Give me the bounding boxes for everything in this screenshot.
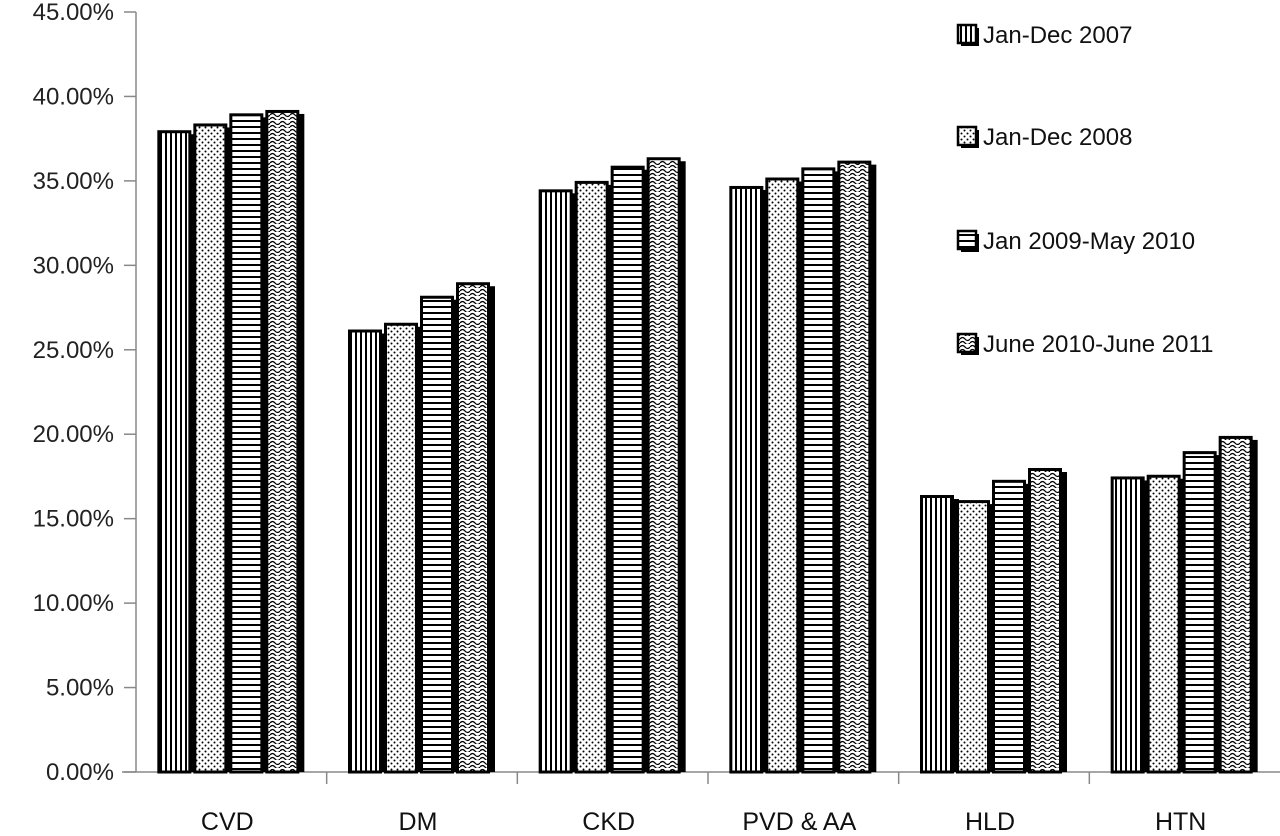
bar — [956, 500, 995, 774]
legend-swatch — [956, 332, 978, 354]
bar — [992, 479, 1031, 774]
bar — [729, 185, 769, 774]
x-category-label: CKD — [582, 808, 635, 836]
bar — [456, 282, 495, 774]
bar-group — [1110, 435, 1258, 774]
bar — [646, 157, 686, 774]
bar — [384, 322, 423, 774]
bar — [920, 495, 959, 774]
y-ticks: 0.00% 5.00% 10.00% 15.00% 20.00% 25.00% 30.00%… — [33, 0, 136, 786]
bar — [193, 123, 233, 774]
legend-swatch — [956, 23, 978, 45]
y-tick-label: 15.00% — [33, 506, 114, 533]
bar — [1110, 476, 1150, 774]
bar — [1146, 474, 1186, 774]
bar — [1218, 435, 1258, 774]
legend-label: Jan 2009-May 2010 — [983, 228, 1195, 255]
bar-group — [920, 468, 1067, 774]
y-tick-label: 40.00% — [33, 83, 114, 110]
legend: Jan-Dec 2007 Jan-Dec 2008 Jan 2009-May 201… — [956, 22, 1213, 358]
bar — [265, 109, 305, 774]
bar-group — [538, 157, 686, 774]
y-tick-label: 35.00% — [33, 168, 114, 195]
legend-label: June 2010-June 2011 — [983, 331, 1213, 358]
y-tick-label: 10.00% — [33, 590, 114, 617]
y-tick-label: 20.00% — [33, 421, 114, 448]
legend-label: Jan-Dec 2008 — [983, 124, 1132, 151]
y-tick-label: 30.00% — [33, 252, 114, 279]
legend-item: Jan 2009-May 2010 — [956, 228, 1195, 255]
y-tick-label: 45.00% — [33, 0, 114, 26]
bars — [157, 109, 1258, 774]
bar-group — [348, 282, 495, 774]
x-category-label: DM — [399, 808, 438, 836]
x-axis: CVD DM CKD PVD & AA HLD HTN — [122, 771, 1280, 836]
bar — [801, 167, 841, 774]
bar — [538, 189, 578, 774]
bar — [837, 160, 877, 774]
y-axis: 0.00% 5.00% 10.00% 15.00% 20.00% 25.00% 30.00%… — [33, 0, 137, 786]
bar — [157, 130, 197, 774]
y-tick-label: 0.00% — [46, 759, 114, 786]
x-category-label: HLD — [965, 808, 1015, 836]
bar — [610, 165, 650, 774]
bar — [420, 295, 459, 774]
legend-swatch — [956, 125, 978, 147]
x-category-label: HTN — [1155, 808, 1206, 836]
legend-label: Jan-Dec 2007 — [983, 22, 1132, 49]
y-tick-label: 5.00% — [46, 675, 114, 702]
legend-swatch — [956, 229, 978, 251]
legend-item: June 2010-June 2011 — [956, 331, 1213, 358]
bar-group — [157, 109, 305, 774]
x-category-label: CVD — [201, 808, 254, 836]
bar-group — [729, 160, 877, 774]
legend-item: Jan-Dec 2008 — [956, 124, 1132, 151]
bar — [765, 177, 805, 774]
x-ticks: CVD DM CKD PVD & AA HLD HTN — [201, 772, 1206, 836]
bar — [574, 180, 614, 774]
legend-item: Jan-Dec 2007 — [956, 22, 1132, 49]
y-tick-label: 25.00% — [33, 337, 114, 364]
bar — [348, 329, 387, 774]
bar — [1028, 468, 1067, 774]
bar — [229, 113, 269, 774]
bar — [1182, 451, 1222, 774]
x-category-label: PVD & AA — [742, 808, 856, 836]
